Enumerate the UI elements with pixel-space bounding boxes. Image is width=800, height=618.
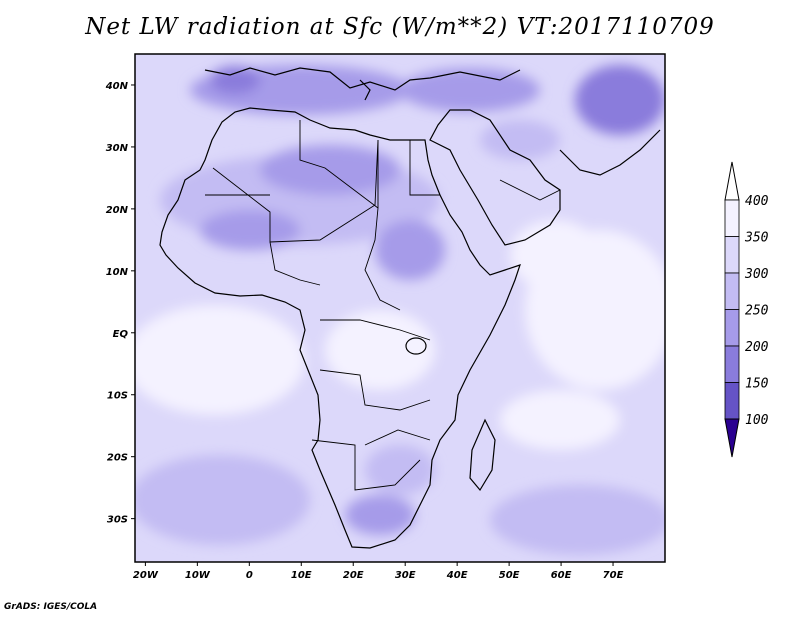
colorbar-label: 100 xyxy=(745,413,769,428)
colorbar-swatch xyxy=(724,199,740,237)
lat-tick-label: 20S xyxy=(107,453,128,464)
lat-tick-label: EQ xyxy=(113,329,129,340)
coastlines xyxy=(159,67,661,549)
lon-tick-label: 10E xyxy=(291,570,312,581)
lon-tick-label: 20W xyxy=(133,570,159,581)
colorbar-swatch xyxy=(724,309,740,347)
longitude-ticks: 20W 10W 0 10E 20E 30E 40E 50E 60E 70E xyxy=(133,562,624,581)
colorbar-label: 200 xyxy=(745,340,769,355)
colorbar-swatch xyxy=(724,382,740,420)
lon-tick-label: 50E xyxy=(499,570,520,581)
political-borders xyxy=(205,120,561,491)
lat-tick-label: 10S xyxy=(107,391,128,402)
lon-tick-label: 10W xyxy=(185,570,211,581)
colorbar-swatch xyxy=(724,272,740,310)
map-frame xyxy=(134,53,666,563)
lon-tick-label: 30E xyxy=(395,570,416,581)
lat-tick-label: 10N xyxy=(106,267,129,278)
grads-credit: GrADS: IGES/COLA xyxy=(4,602,98,612)
colorbar-swatch xyxy=(724,345,740,383)
colorbar-label: 400 xyxy=(745,194,769,209)
colorbar-label: 300 xyxy=(744,267,769,282)
colorbar: 400 350 300 250 200 150 100 xyxy=(724,161,769,458)
colorbar-bottom-arrow xyxy=(724,418,740,458)
colorbar-label: 350 xyxy=(744,231,769,246)
lon-tick-label: 40E xyxy=(446,570,468,581)
latitude-ticks: 40N 30N 20N 10N EQ 10S 20S 30S xyxy=(105,81,135,526)
lat-tick-label: 30N xyxy=(106,143,129,154)
colorbar-swatch xyxy=(724,236,740,274)
lon-tick-label: 20E xyxy=(343,570,364,581)
lon-tick-label: 60E xyxy=(551,570,572,581)
lat-tick-label: 20N xyxy=(106,205,129,216)
lon-tick-label: 70E xyxy=(603,570,624,581)
colorbar-label: 150 xyxy=(745,377,769,392)
map-title: Net LW radiation at Sfc (W/m**2) VT:2017… xyxy=(85,14,715,40)
lon-tick-label: 0 xyxy=(246,570,253,581)
lat-tick-label: 30S xyxy=(107,515,128,526)
lat-tick-label: 40N xyxy=(105,81,129,92)
radiation-field xyxy=(135,54,665,562)
colorbar-top-arrow xyxy=(724,161,740,201)
colorbar-label: 250 xyxy=(745,304,769,319)
